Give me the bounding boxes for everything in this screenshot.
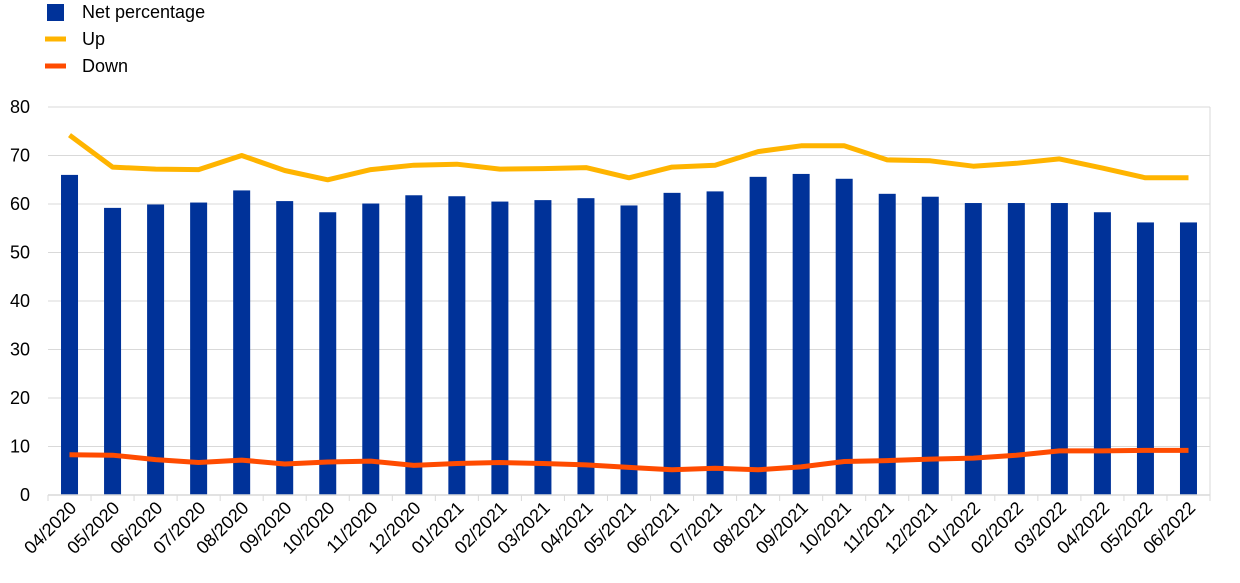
y-tick-label: 10 bbox=[10, 437, 30, 457]
bar-net bbox=[964, 203, 982, 495]
bar-net bbox=[61, 174, 79, 495]
bar-net bbox=[491, 201, 509, 495]
legend-label: Down bbox=[82, 56, 128, 76]
bar-net bbox=[878, 193, 896, 495]
bar-net bbox=[233, 190, 251, 496]
y-tick-label: 40 bbox=[10, 291, 30, 311]
legend-label: Net percentage bbox=[82, 2, 205, 22]
bar-net bbox=[835, 178, 853, 495]
y-tick-label: 0 bbox=[20, 485, 30, 505]
legend-swatch bbox=[47, 4, 64, 21]
bar-net bbox=[792, 173, 810, 495]
bar-net bbox=[1136, 222, 1154, 495]
y-tick-label: 50 bbox=[10, 243, 30, 263]
net-percentage-bars bbox=[61, 173, 1197, 496]
line-series bbox=[68, 133, 1189, 473]
bar-net bbox=[1179, 222, 1197, 495]
legend-item-net-percentage: Net percentage bbox=[47, 2, 205, 22]
bar-net bbox=[749, 176, 767, 495]
bar-net bbox=[362, 203, 380, 495]
bar-net bbox=[1007, 203, 1025, 495]
y-tick-label: 80 bbox=[10, 97, 30, 117]
legend: Net percentage Up Down bbox=[45, 2, 205, 76]
y-tick-label: 20 bbox=[10, 388, 30, 408]
bar-net bbox=[534, 200, 552, 495]
bar-net bbox=[104, 207, 122, 495]
x-axis bbox=[47, 107, 1211, 501]
bar-net bbox=[147, 204, 165, 496]
legend-label: Up bbox=[82, 29, 105, 49]
legend-item-up: Up bbox=[45, 29, 105, 49]
series-line-down bbox=[69, 447, 1189, 473]
bar-net bbox=[276, 201, 294, 495]
bar-net bbox=[319, 212, 337, 495]
y-tick-label: 70 bbox=[10, 146, 30, 166]
bar-net bbox=[663, 192, 681, 495]
bar-net bbox=[706, 191, 724, 495]
bar-net bbox=[1093, 212, 1111, 495]
bar-net bbox=[448, 196, 466, 496]
y-axis: 0 10 20 30 40 50 60 70 80 bbox=[10, 97, 30, 505]
bar-net bbox=[190, 202, 208, 496]
bar-net bbox=[405, 195, 423, 495]
bar-net bbox=[1050, 203, 1068, 495]
y-tick-label: 60 bbox=[10, 194, 30, 214]
series-line-up bbox=[68, 133, 1189, 183]
x-tick-labels: 04/202005/202006/202007/202008/202009/20… bbox=[20, 498, 1199, 558]
bar-net bbox=[620, 205, 638, 495]
bar-net bbox=[577, 198, 595, 495]
bar-net bbox=[921, 196, 939, 495]
y-tick-label: 30 bbox=[10, 340, 30, 360]
legend-item-down: Down bbox=[45, 56, 128, 76]
